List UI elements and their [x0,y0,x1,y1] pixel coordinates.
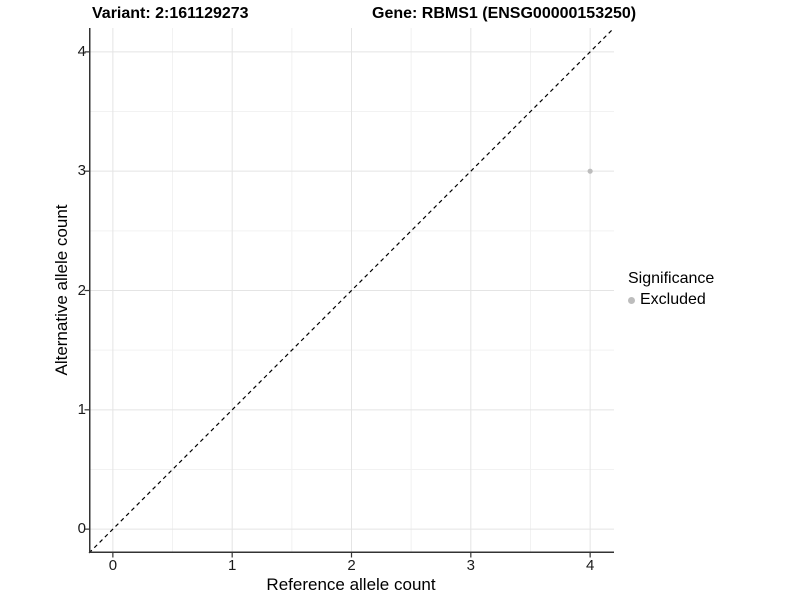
x-axis-title: Reference allele count [266,575,436,594]
x-tick-label: 0 [108,557,118,574]
y-tick-label: 2 [77,281,86,299]
plot-title-gene: Gene: RBMS1 (ENSG00000153250) [372,5,637,22]
legend: Significance Excluded [628,270,714,309]
plot-area [84,27,615,558]
plot-title-variant: Variant: 2:161129273 [92,5,249,22]
x-tick-label: 1 [228,557,237,574]
y-tick-label: 3 [77,162,86,180]
data-point [587,168,593,174]
x-tick-label: 4 [585,557,595,574]
x-tick-label: 3 [466,557,475,574]
legend-entry-excluded: Excluded [628,291,714,309]
y-axis-title: Alternative allele count [52,204,71,376]
legend-entry-label: Excluded [640,291,706,308]
y-tick-label: 4 [77,42,86,60]
legend-point-icon [628,296,635,304]
plot-panel [84,27,615,558]
y-tick-label: 0 [77,520,86,538]
y-tick-label: 1 [77,400,86,418]
legend-title: Significance [628,270,715,287]
x-tick-label: 2 [347,557,356,574]
